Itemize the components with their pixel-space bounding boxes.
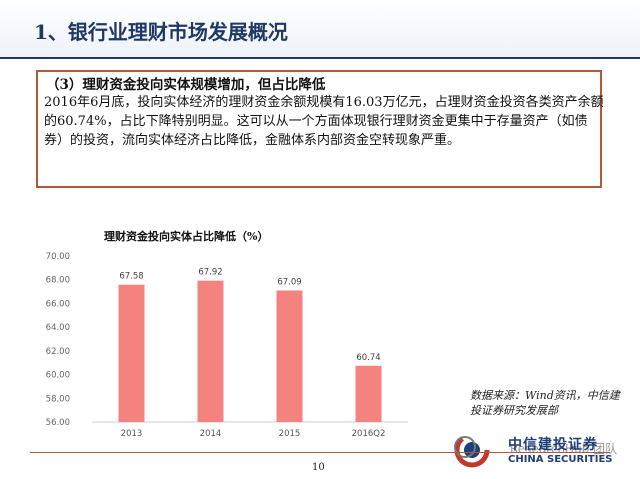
x-tick-label: 2015 [279, 429, 301, 439]
logo-chinese-name: 中信建投证券 [508, 437, 598, 453]
y-tick-label: 58.00 [46, 394, 70, 404]
y-tick-label: 60.00 [46, 371, 70, 381]
bar-value-label: 67.09 [277, 278, 301, 288]
x-tick-label: 2014 [200, 429, 222, 439]
bar [197, 280, 224, 422]
y-tick-label: 56.00 [46, 418, 70, 428]
bar-value-label: 67.92 [198, 268, 222, 278]
y-tick-label: 64.00 [46, 323, 70, 333]
bar [118, 284, 145, 422]
bar-value-label: 60.74 [356, 353, 380, 363]
x-tick-label: 2013 [121, 429, 143, 439]
page-number: 10 [312, 462, 325, 473]
y-tick-label: 70.00 [46, 252, 70, 262]
chart-layer: 56.00 58.00 60.00 62.00 64.00 66.00 68.00 70.00… [46, 252, 408, 439]
bar-value-label: 67.58 [119, 272, 143, 282]
y-tick-label: 66.00 [46, 299, 70, 309]
watermark-text: ResearchHub 团队 [510, 442, 618, 456]
chart-title: 理财资金投向实体占比降低（%） [104, 230, 269, 243]
logo-english-name: CHINA SECURITIES [508, 454, 613, 465]
slide-title: 1、银行业理财市场发展概况 [34, 20, 288, 44]
bar [355, 365, 382, 422]
footer-divider [30, 452, 610, 453]
bar [276, 290, 303, 422]
title-underline [0, 57, 640, 59]
y-tick-label: 68.00 [46, 276, 70, 286]
title-bar [0, 0, 640, 58]
summary-heading: （3）理财资金投向实体规模增加，但占比降低 [46, 77, 326, 93]
y-tick-label: 62.00 [46, 347, 70, 357]
watermark-icon [454, 436, 476, 458]
summary-body: 2016年6月底，投向实体经济的理财资金余额规模有16.03万亿元，占理财资金投… [44, 95, 604, 148]
x-tick-label: 2016Q2 [352, 429, 386, 439]
summary-box: （3）理财资金投向实体规模增加，但占比降低 2016年6月底，投向实体经济的理财… [36, 70, 604, 188]
data-source-note: 数据来源：Wind资讯，中信建投证券研究发展部 [470, 389, 620, 417]
